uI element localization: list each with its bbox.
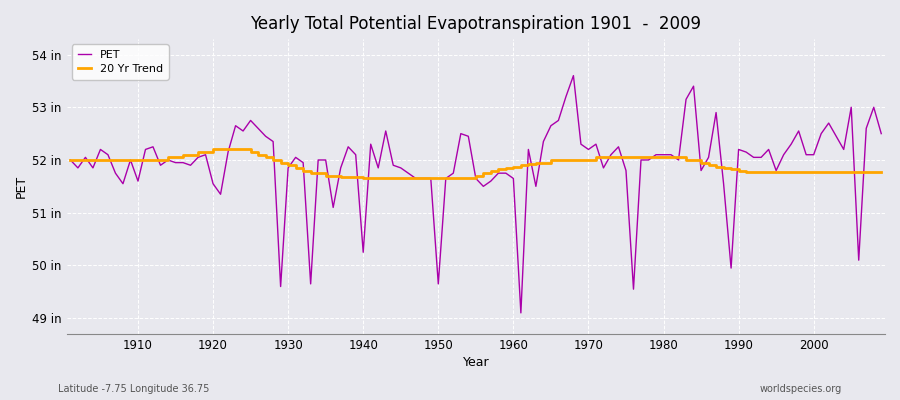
PET	[125, 158, 136, 162]
20 Yr Trend	[125, 158, 136, 162]
20 Yr Trend	[208, 147, 219, 152]
Text: Latitude -7.75 Longitude 36.75: Latitude -7.75 Longitude 36.75	[58, 384, 210, 394]
Title: Yearly Total Potential Evapotranspiration 1901  -  2009: Yearly Total Potential Evapotranspiratio…	[250, 15, 701, 33]
Y-axis label: PET: PET	[15, 175, 28, 198]
PET	[500, 171, 511, 176]
20 Yr Trend	[613, 155, 624, 160]
PET	[65, 158, 76, 162]
20 Yr Trend	[516, 163, 526, 168]
PET	[508, 176, 518, 181]
20 Yr Trend	[65, 158, 76, 162]
PET	[516, 310, 526, 315]
20 Yr Trend	[343, 174, 354, 179]
PET	[290, 155, 301, 160]
20 Yr Trend	[523, 162, 534, 167]
Text: worldspecies.org: worldspecies.org	[760, 384, 842, 394]
Line: 20 Yr Trend: 20 Yr Trend	[70, 150, 881, 178]
Line: PET: PET	[70, 76, 881, 313]
PET	[876, 131, 886, 136]
PET	[613, 144, 624, 149]
20 Yr Trend	[298, 168, 309, 173]
PET	[568, 73, 579, 78]
20 Yr Trend	[876, 169, 886, 174]
X-axis label: Year: Year	[463, 356, 489, 369]
20 Yr Trend	[358, 176, 369, 181]
PET	[336, 166, 346, 170]
Legend: PET, 20 Yr Trend: PET, 20 Yr Trend	[72, 44, 168, 80]
